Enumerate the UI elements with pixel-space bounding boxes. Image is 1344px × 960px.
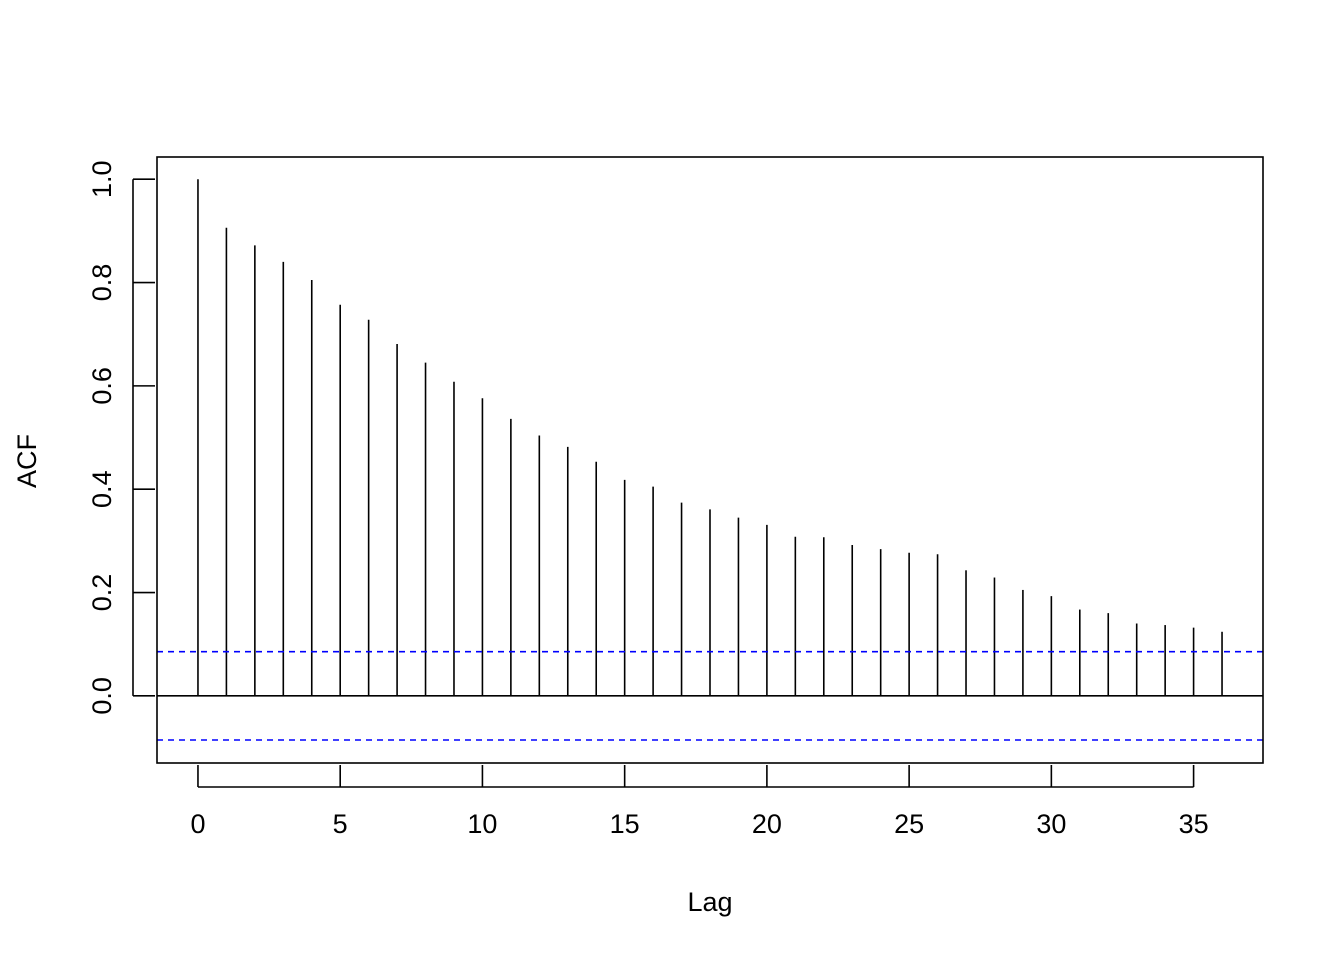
x-tick-label-20: 20 (752, 809, 782, 839)
y-tick-label-4: 0.8 (87, 264, 117, 302)
axes: 0 5 10 15 20 25 30 35 0.0 0.2 0.4 0.6 0.8 1.0 (87, 156, 1264, 839)
y-tick-label-1: 0.2 (87, 574, 117, 612)
x-tick-label-10: 10 (467, 809, 497, 839)
x-tick-label-30: 30 (1036, 809, 1066, 839)
plot-area (157, 179, 1263, 741)
x-tick-label-0: 0 (190, 809, 205, 839)
y-axis-title: ACF (12, 434, 42, 488)
plot-frame (156, 156, 1264, 764)
x-tick-label-5: 5 (333, 809, 348, 839)
x-tick-label-25: 25 (894, 809, 924, 839)
y-tick-label-5: 1.0 (87, 160, 117, 198)
x-tick-label-35: 35 (1179, 809, 1209, 839)
y-tick-label-2: 0.4 (87, 470, 117, 508)
y-tick-label-3: 0.6 (87, 367, 117, 405)
x-axis-title: Lag (687, 887, 732, 917)
x-tick-label-15: 15 (610, 809, 640, 839)
y-tick-label-0: 0.0 (87, 677, 117, 715)
